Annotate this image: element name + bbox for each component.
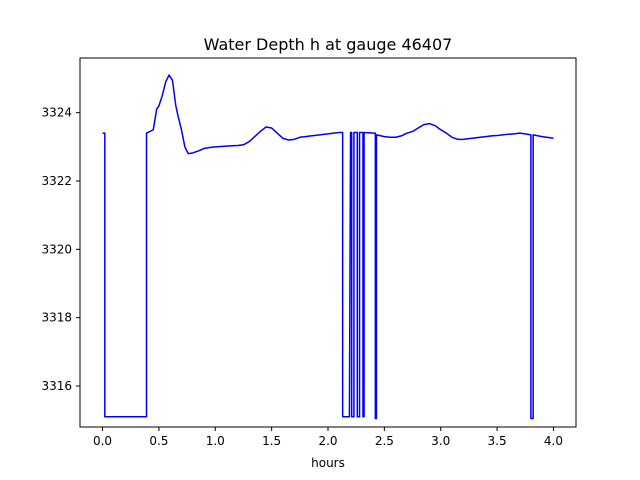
x-tick-label: 3.5 [488, 434, 507, 448]
x-tick-label: 0.0 [93, 434, 112, 448]
x-tick-label: 3.0 [431, 434, 450, 448]
series-line-0 [102, 74, 554, 420]
chart-title: Water Depth h at gauge 46407 [204, 35, 453, 54]
x-tick-label: 1.5 [262, 434, 281, 448]
y-tick-label: 3324 [41, 106, 72, 120]
y-tick-label: 3320 [41, 242, 72, 256]
y-tick-label: 3322 [41, 174, 72, 188]
y-tick-label: 3318 [41, 311, 72, 325]
x-tick-label: 0.5 [149, 434, 168, 448]
x-tick-label: 4.0 [544, 434, 563, 448]
x-tick-label: 2.0 [318, 434, 337, 448]
x-tick-label: 2.5 [375, 434, 394, 448]
axis-ticks: 0.0 0.5 1.0 1.5 2.0 2.5 3.0 3.5 4.0 3316 3318 3320 3… [41, 106, 563, 448]
x-tick-label: 1.0 [206, 434, 225, 448]
x-axis-label: hours [311, 456, 345, 470]
y-tick-label: 3316 [41, 379, 72, 393]
